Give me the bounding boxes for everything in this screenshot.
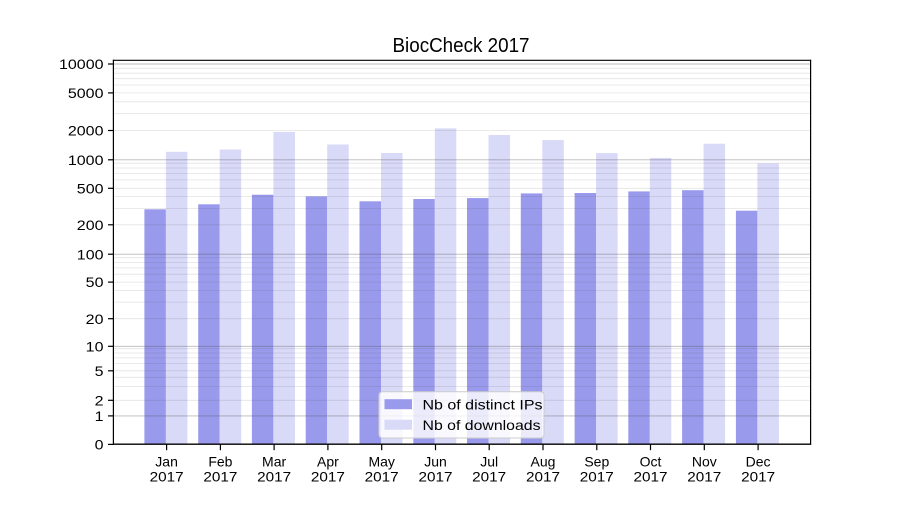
- svg-text:Jan: Jan: [155, 454, 178, 470]
- svg-text:Mar: Mar: [262, 454, 286, 470]
- svg-text:Nb of downloads: Nb of downloads: [423, 417, 541, 433]
- svg-text:2017: 2017: [634, 469, 668, 485]
- svg-text:1000: 1000: [68, 152, 104, 168]
- svg-text:2017: 2017: [365, 469, 399, 485]
- svg-text:Feb: Feb: [208, 454, 232, 470]
- svg-text:2017: 2017: [526, 469, 560, 485]
- svg-text:10000: 10000: [59, 56, 104, 72]
- svg-text:1: 1: [95, 408, 104, 424]
- svg-text:2017: 2017: [419, 469, 453, 485]
- svg-text:2017: 2017: [311, 469, 345, 485]
- svg-text:200: 200: [77, 217, 104, 233]
- svg-text:Aug: Aug: [531, 454, 556, 470]
- svg-text:Dec: Dec: [746, 454, 771, 470]
- svg-text:2017: 2017: [257, 469, 291, 485]
- svg-text:May: May: [368, 454, 394, 470]
- svg-text:Oct: Oct: [640, 454, 662, 470]
- svg-text:50: 50: [86, 274, 104, 290]
- svg-text:100: 100: [77, 246, 104, 262]
- svg-text:2017: 2017: [150, 469, 184, 485]
- svg-text:0: 0: [95, 437, 104, 453]
- svg-text:Nb of distinct IPs: Nb of distinct IPs: [423, 396, 543, 412]
- svg-text:5000: 5000: [68, 85, 104, 101]
- svg-text:500: 500: [77, 180, 104, 196]
- svg-text:2: 2: [95, 392, 104, 408]
- svg-text:20: 20: [86, 311, 104, 327]
- svg-text:Jul: Jul: [480, 454, 498, 470]
- svg-text:2017: 2017: [472, 469, 506, 485]
- svg-text:Apr: Apr: [317, 454, 339, 470]
- svg-text:2017: 2017: [741, 469, 775, 485]
- svg-text:Sep: Sep: [584, 454, 609, 470]
- svg-text:Jun: Jun: [424, 454, 447, 470]
- svg-text:2017: 2017: [580, 469, 614, 485]
- svg-text:10: 10: [86, 338, 104, 354]
- svg-text:BiocCheck 2017: BiocCheck 2017: [393, 35, 530, 57]
- svg-text:2017: 2017: [687, 469, 721, 485]
- svg-text:5: 5: [95, 363, 104, 379]
- svg-text:2000: 2000: [68, 123, 104, 139]
- svg-text:2017: 2017: [203, 469, 237, 485]
- svg-text:Nov: Nov: [692, 454, 717, 470]
